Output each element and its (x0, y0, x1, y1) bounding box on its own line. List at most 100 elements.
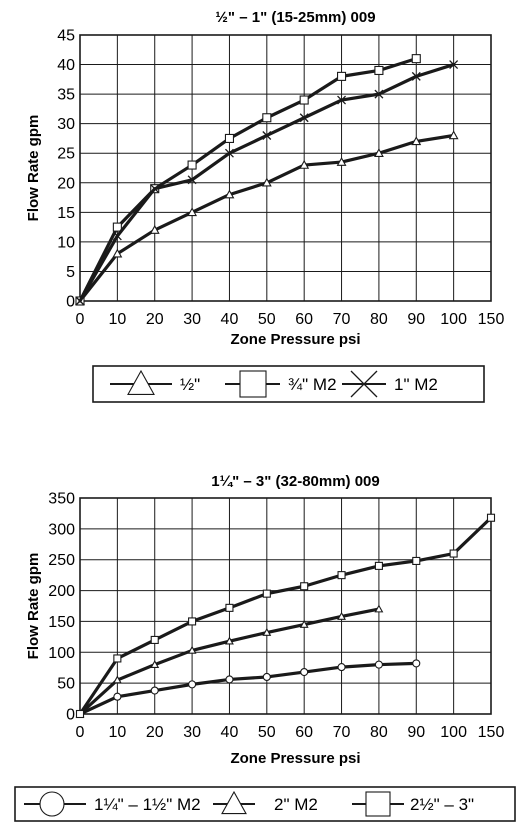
data-point (374, 604, 384, 613)
series-3 (75, 513, 496, 719)
chart-1: ½" – 1" (15-25mm) 009 0 5 10 15 20 25 30 35 40 45 0… (25, 9, 504, 403)
data-point (337, 571, 346, 580)
data-point (112, 675, 122, 684)
y-tick-label: 25 (57, 146, 75, 163)
legend-label: ¾" M2 (288, 375, 337, 394)
x-axis-label: Zone Pressure psi (230, 331, 360, 348)
y-tick-label: 15 (57, 205, 75, 222)
x-tick-label: 0 (76, 311, 85, 328)
chart-title: 1¼" – 3" (32-80mm) 009 (211, 473, 380, 490)
x-tick-label: 0 (76, 724, 85, 741)
data-point (337, 95, 347, 105)
data-point (336, 71, 347, 81)
data-point (75, 709, 85, 719)
chart-2: 1¼" – 3" (32-80mm) 009 0 50 100 150 200 250 300… (14, 473, 516, 822)
data-point (262, 627, 272, 636)
data-point (112, 222, 122, 232)
x-tick-label: 70 (333, 311, 351, 328)
data-point (188, 617, 197, 626)
y-tick-label: 35 (57, 87, 75, 104)
y-tick-label: 50 (57, 676, 75, 693)
y-tick-label: 5 (66, 264, 75, 281)
data-point (486, 513, 496, 522)
y-axis-label: Flow Rate gpm (25, 553, 42, 660)
y-tick-label: 250 (48, 552, 75, 569)
y-tick-label: 0 (66, 294, 75, 311)
y-tick-label: 300 (48, 521, 75, 538)
y-tick-label: 150 (48, 614, 75, 631)
x-tick-label: 20 (146, 311, 164, 328)
legend-label: 1" M2 (394, 375, 438, 394)
plot-area (79, 497, 492, 715)
data-point (112, 231, 122, 241)
plot-area (79, 34, 492, 302)
data-point (225, 675, 234, 684)
data-point (336, 156, 347, 166)
y-tick-label: 40 (57, 57, 75, 74)
data-point (299, 159, 310, 169)
data-point (188, 680, 197, 689)
legend-item: 1" M2 (342, 370, 438, 398)
data-point (300, 582, 309, 591)
series-line (78, 57, 418, 303)
y-tick-label: 10 (57, 234, 75, 251)
series-line (78, 661, 418, 716)
data-point (225, 636, 234, 645)
chart-title: ½" – 1" (15-25mm) 009 (215, 9, 375, 26)
data-point (262, 131, 272, 140)
data-point (262, 589, 271, 598)
legend-label: 2" M2 (274, 795, 318, 814)
series-1 (75, 659, 421, 719)
x-tick-label: 10 (108, 724, 126, 741)
data-point (224, 148, 234, 158)
data-point (225, 603, 234, 612)
x-tick-label: 40 (221, 311, 239, 328)
legend-marker (350, 370, 378, 398)
x-tick-label: 90 (407, 724, 425, 741)
y-tick-label: 100 (48, 645, 75, 662)
x-tick-label: 50 (258, 724, 276, 741)
y-tick-label: 30 (57, 116, 75, 133)
series-line (78, 516, 493, 716)
x-tick-label: 90 (407, 311, 425, 328)
legend-marker (239, 370, 267, 398)
data-point (149, 224, 160, 234)
data-point (411, 54, 421, 64)
data-point (337, 663, 346, 672)
data-point (187, 175, 197, 185)
y-tick-label: 350 (48, 491, 75, 508)
x-tick-label: 20 (146, 724, 164, 741)
legend-marker (39, 791, 65, 817)
data-point (113, 692, 122, 701)
series-3 (75, 60, 459, 306)
data-point (300, 667, 309, 677)
legend-marker (127, 369, 155, 395)
data-point (449, 549, 458, 558)
legend-item: 1¼" – 1½" M2 (24, 791, 201, 817)
y-tick-label: 200 (48, 583, 75, 600)
x-tick-label: 30 (183, 724, 201, 741)
legend-item: 2" M2 (213, 790, 318, 815)
legend-marker (221, 790, 247, 815)
data-point (150, 659, 160, 668)
y-tick-label: 20 (57, 175, 75, 192)
x-tick-label: 40 (221, 724, 239, 741)
data-point (224, 189, 235, 199)
data-point (299, 113, 309, 123)
y-tick-label: 45 (57, 28, 75, 45)
data-point (411, 136, 422, 146)
data-point (374, 660, 383, 669)
legend-label: 1¼" – 1½" M2 (94, 795, 201, 814)
data-point (412, 556, 421, 565)
data-point (187, 645, 197, 654)
legend-item: ½" (110, 369, 200, 395)
data-point (187, 207, 198, 217)
data-point (374, 561, 383, 570)
data-point (113, 654, 122, 663)
data-point (75, 296, 85, 306)
data-point (373, 148, 384, 157)
data-point (112, 248, 123, 258)
x-tick-label: 150 (478, 724, 505, 741)
x-tick-label: 70 (333, 724, 351, 741)
